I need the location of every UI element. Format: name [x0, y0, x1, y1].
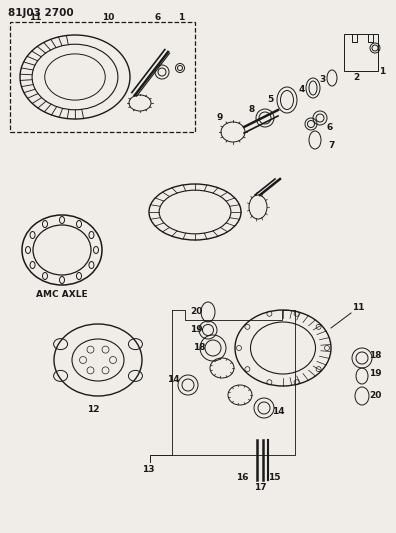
- Text: 18: 18: [369, 351, 381, 359]
- Text: 1: 1: [178, 13, 184, 22]
- Text: 6: 6: [327, 124, 333, 133]
- Text: 6: 6: [155, 13, 161, 22]
- Text: 4: 4: [299, 85, 305, 94]
- Text: 7: 7: [329, 141, 335, 149]
- Text: 81J03 2700: 81J03 2700: [8, 8, 74, 18]
- Text: 3: 3: [320, 76, 326, 85]
- Text: 16: 16: [236, 473, 248, 482]
- Text: 19: 19: [190, 326, 202, 335]
- Text: 8: 8: [249, 106, 255, 115]
- Text: 11: 11: [29, 13, 41, 22]
- Text: 13: 13: [142, 465, 154, 474]
- Text: 9: 9: [217, 114, 223, 123]
- Text: 20: 20: [369, 391, 381, 400]
- Text: AMC AXLE: AMC AXLE: [36, 290, 88, 299]
- Text: 14: 14: [167, 376, 179, 384]
- Text: 5: 5: [267, 95, 273, 104]
- Text: 18: 18: [193, 343, 205, 352]
- Text: 12: 12: [87, 406, 99, 415]
- Text: 2: 2: [353, 74, 359, 83]
- Text: 1: 1: [379, 68, 385, 77]
- Text: 11: 11: [352, 303, 364, 312]
- Text: 19: 19: [369, 369, 381, 378]
- Text: 14: 14: [272, 408, 284, 416]
- Text: 20: 20: [190, 308, 202, 317]
- Text: 15: 15: [268, 473, 280, 482]
- Text: 17: 17: [254, 482, 267, 491]
- Text: 10: 10: [102, 13, 114, 22]
